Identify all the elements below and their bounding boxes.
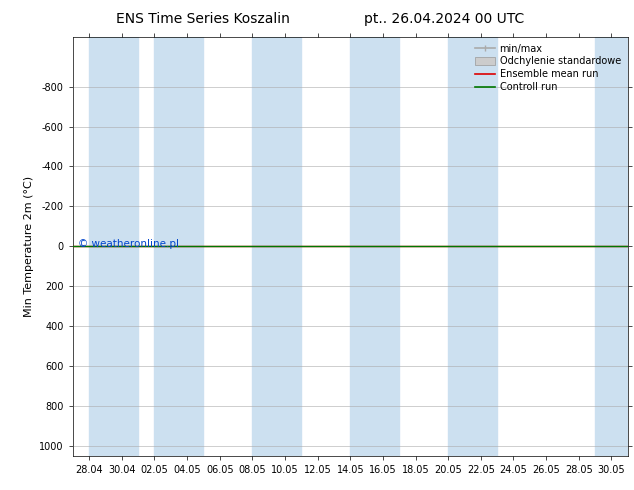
Y-axis label: Min Temperature 2m (°C): Min Temperature 2m (°C) — [24, 175, 34, 317]
Bar — [595, 37, 634, 456]
Text: ENS Time Series Koszalin: ENS Time Series Koszalin — [116, 12, 290, 26]
Legend: min/max, Odchylenie standardowe, Ensemble mean run, Controll run: min/max, Odchylenie standardowe, Ensembl… — [472, 40, 624, 96]
Bar — [448, 37, 497, 456]
Bar — [155, 37, 204, 456]
Bar — [350, 37, 399, 456]
Bar — [252, 37, 301, 456]
Text: pt.. 26.04.2024 00 UTC: pt.. 26.04.2024 00 UTC — [364, 12, 524, 26]
Bar — [89, 37, 138, 456]
Text: © weatheronline.pl: © weatheronline.pl — [79, 239, 179, 249]
